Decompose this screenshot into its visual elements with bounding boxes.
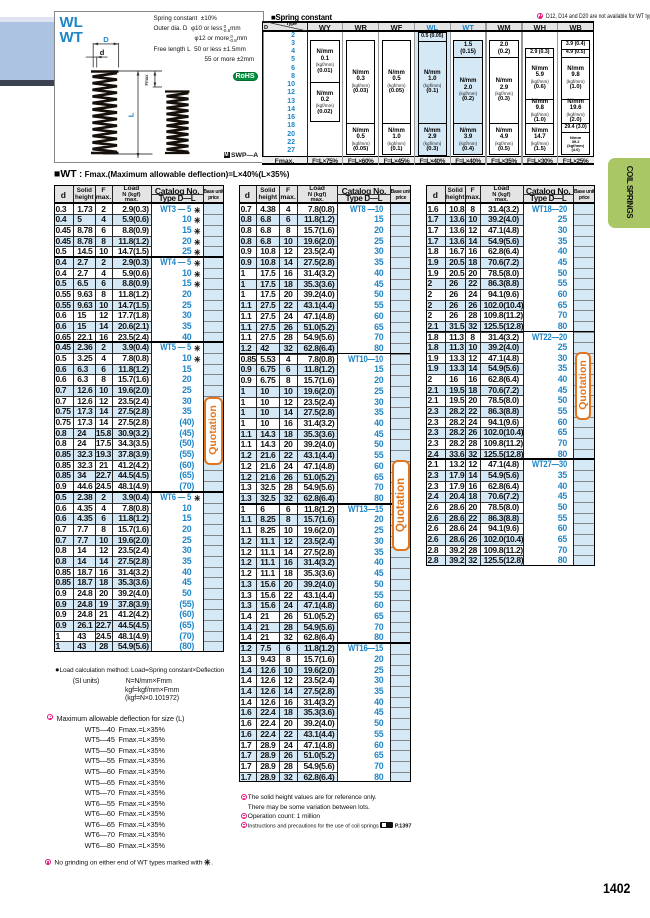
- svg-text:Fmax: Fmax: [144, 74, 149, 86]
- svg-text:D: D: [103, 35, 109, 44]
- svg-text:d: d: [99, 48, 104, 57]
- svg-text:L: L: [126, 112, 135, 117]
